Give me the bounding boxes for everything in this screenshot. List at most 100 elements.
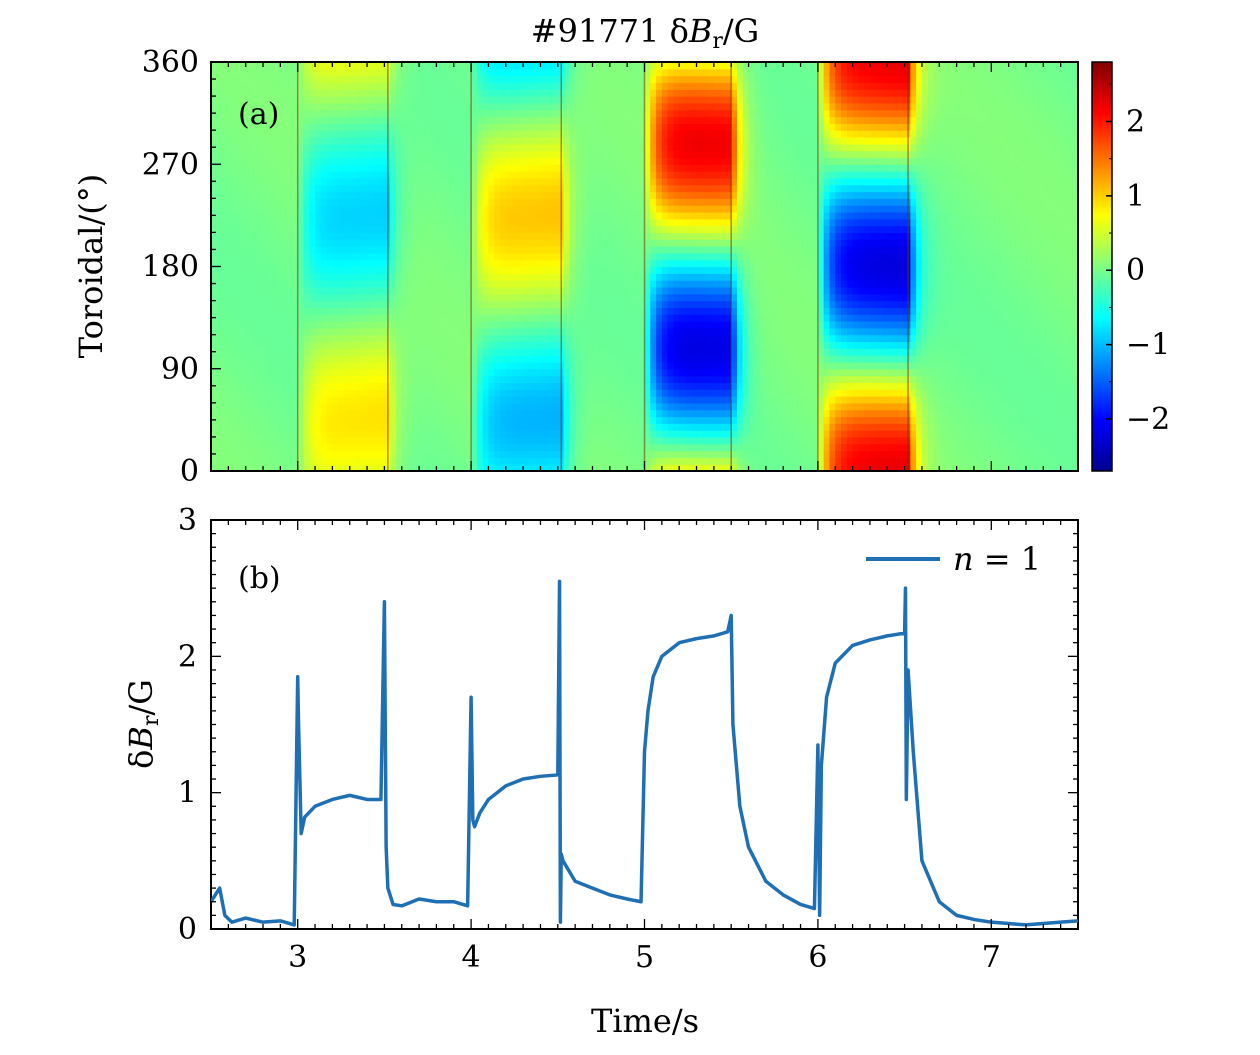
heatmap-cell xyxy=(349,266,357,274)
heatmap-cell xyxy=(661,102,669,111)
heatmap-cell xyxy=(407,75,414,84)
heatmap-cell xyxy=(442,368,449,377)
heatmap-cell xyxy=(459,75,466,84)
heatmap-cell xyxy=(430,423,438,431)
heatmap-cell xyxy=(540,164,547,172)
heatmap-cell xyxy=(465,436,472,445)
heatmap-cell xyxy=(528,368,536,377)
heatmap-cell xyxy=(482,375,490,383)
heatmap-cell xyxy=(291,171,299,179)
heatmap-cell xyxy=(228,273,235,281)
heatmap-cell xyxy=(280,246,287,254)
heatmap-cell xyxy=(332,409,339,418)
heatmap-cell xyxy=(540,82,547,90)
heatmap-cell xyxy=(540,368,547,377)
heatmap-cell xyxy=(390,205,397,213)
heatmap-cell xyxy=(361,436,368,445)
heatmap-cell xyxy=(361,259,368,268)
heatmap-cell xyxy=(372,361,380,370)
heatmap-cell xyxy=(523,89,530,97)
heatmap-cell xyxy=(598,177,605,186)
heatmap-cell xyxy=(216,89,224,97)
heatmap-cell xyxy=(332,150,339,159)
heatmap-cell xyxy=(395,409,403,418)
heatmap-cell xyxy=(609,430,617,438)
heatmap-cell xyxy=(343,307,351,315)
heatmap-cell xyxy=(476,109,484,118)
heatmap-cell xyxy=(407,416,414,424)
heatmap-cell xyxy=(598,443,605,452)
heatmap-cell xyxy=(586,184,594,193)
heatmap-cell xyxy=(234,246,241,254)
heatmap-cell xyxy=(638,321,646,329)
heatmap-cell xyxy=(407,361,414,370)
heatmap-cell xyxy=(546,102,553,111)
heatmap-cell xyxy=(436,116,443,124)
heatmap-cell xyxy=(656,423,663,431)
heatmap-cell xyxy=(228,300,235,308)
heatmap-cell xyxy=(419,286,426,295)
heatmap-cell xyxy=(268,164,276,172)
heatmap-cell xyxy=(309,280,316,288)
heatmap-cell xyxy=(482,259,490,268)
heatmap-cell xyxy=(471,355,478,363)
heatmap-cell xyxy=(673,464,680,471)
heatmap-cell xyxy=(609,252,617,261)
heatmap-cell xyxy=(286,177,293,186)
heatmap-cell xyxy=(320,321,328,329)
heatmap-cell xyxy=(355,198,362,206)
heatmap-cell xyxy=(494,273,501,281)
heatmap-cell xyxy=(343,164,351,172)
heatmap-cell xyxy=(569,375,576,383)
heatmap-cell xyxy=(627,82,634,90)
heatmap-cell xyxy=(367,211,374,220)
heatmap-cell xyxy=(511,164,518,172)
heatmap-cell xyxy=(447,300,455,308)
heatmap-cell xyxy=(211,464,218,471)
heatmap-cell xyxy=(627,171,634,179)
heatmap-cell xyxy=(465,409,472,418)
heatmap-cell xyxy=(673,211,680,220)
heatmap-cell xyxy=(523,457,530,465)
heatmap-cell xyxy=(592,252,599,261)
heatmap-cell xyxy=(222,96,229,104)
heatmap-cell xyxy=(632,314,640,322)
heatmap-cell xyxy=(586,225,594,234)
heatmap-cell xyxy=(540,423,547,431)
heatmap-cell xyxy=(280,402,287,411)
heatmap-cell xyxy=(580,334,588,343)
heatmap-cell xyxy=(684,232,692,240)
heatmap-cell xyxy=(632,252,640,261)
heatmap-cell xyxy=(303,361,310,370)
heatmap-cell xyxy=(517,164,524,172)
heatmap-cell xyxy=(563,96,570,104)
heatmap-cell xyxy=(471,239,478,247)
heatmap-cell xyxy=(679,102,686,111)
heatmap-cell xyxy=(245,375,253,383)
heatmap-cell xyxy=(407,389,414,397)
heatmap-cell xyxy=(424,402,432,411)
heatmap-cell xyxy=(650,321,657,329)
heatmap-cell xyxy=(540,348,547,356)
heatmap-cell xyxy=(650,286,657,295)
heatmap-cell xyxy=(488,436,495,445)
heatmap-cell xyxy=(517,109,524,118)
heatmap-cell xyxy=(326,300,333,308)
heatmap-cell xyxy=(257,436,264,445)
heatmap-cell xyxy=(216,184,224,193)
heatmap-cell xyxy=(523,68,530,77)
heatmap-cell xyxy=(332,102,339,111)
heatmap-cell xyxy=(326,205,333,213)
heatmap-cell xyxy=(395,123,403,131)
heatmap-cell xyxy=(523,341,530,349)
heatmap-cell xyxy=(274,266,281,274)
heatmap-cell xyxy=(430,157,438,165)
heatmap-cell xyxy=(523,232,530,240)
heatmap-cell xyxy=(436,75,443,84)
heatmap-cell xyxy=(528,402,536,411)
heatmap-cell xyxy=(621,368,628,377)
heatmap-cell xyxy=(546,293,553,302)
heatmap-cell xyxy=(251,334,258,343)
heatmap-cell xyxy=(690,443,698,452)
heatmap-cell xyxy=(367,116,374,124)
